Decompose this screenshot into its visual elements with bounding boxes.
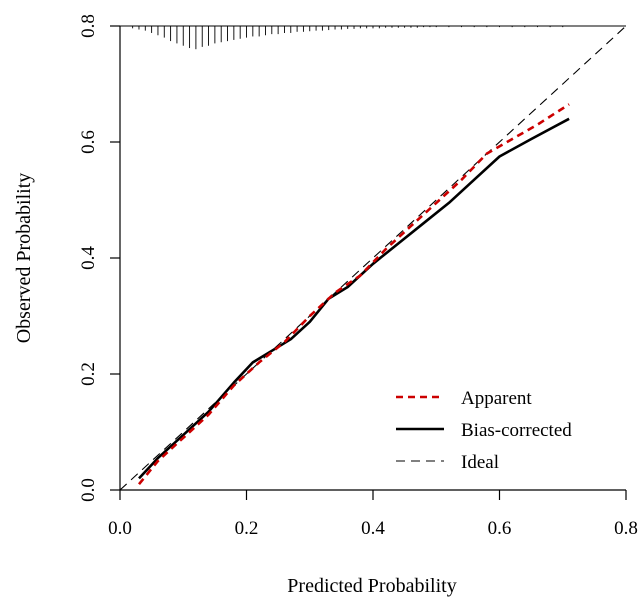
y-axis-title: Observed Probability [13, 173, 35, 344]
series-line-ideal [119, 25, 627, 491]
y-tick-label: 0.0 [78, 478, 99, 502]
legend-label: Ideal [461, 452, 499, 473]
x-tick-label: 0.2 [235, 518, 259, 539]
plot-area [119, 25, 627, 491]
axes: 0.0 0.2 0.4 0.6 0.8 0.0 0.2 0.4 0.6 0.8 [78, 14, 638, 539]
x-tick-label: 0.6 [488, 518, 512, 539]
x-tick-label: 0.0 [108, 518, 132, 539]
y-tick-label: 0.6 [78, 130, 99, 154]
series-line-apparent [137, 103, 570, 486]
y-tick-label: 0.8 [78, 14, 99, 38]
x-axis-title: Predicted Probability [287, 575, 456, 597]
x-tick-label: 0.8 [614, 518, 638, 539]
legend-label: Bias-corrected [461, 420, 572, 441]
legend-label: Apparent [461, 388, 532, 409]
legend: Apparent Bias-corrected Ideal [396, 388, 572, 473]
y-tick-label: 0.4 [78, 246, 99, 270]
y-tick-label: 0.2 [78, 362, 99, 386]
x-tick-label: 0.4 [361, 518, 385, 539]
